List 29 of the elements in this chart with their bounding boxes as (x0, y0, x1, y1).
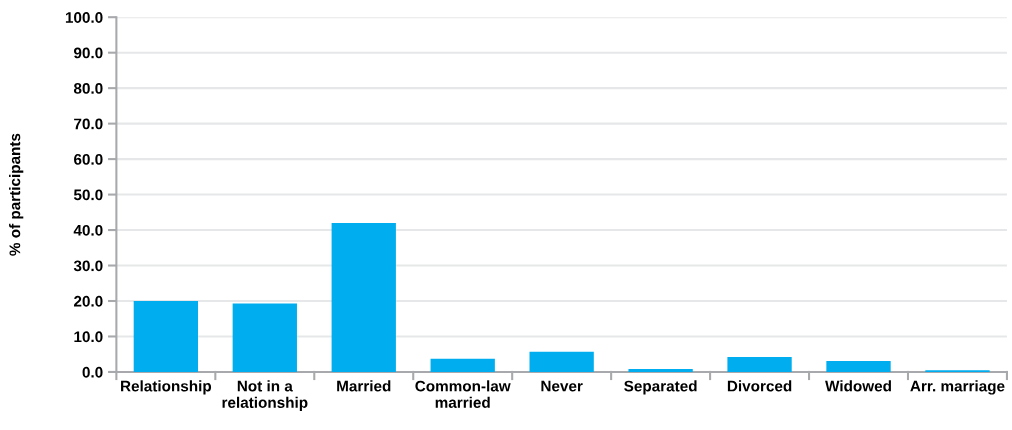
x-tick-label: Arr. marriage (910, 380, 1005, 395)
x-tick-label: Married (337, 380, 391, 392)
y-tick-label: 30.0 (73, 260, 103, 272)
bar (628, 369, 693, 372)
y-axis-title: % of participants (9, 133, 24, 256)
bar (826, 360, 891, 372)
bar (331, 222, 396, 372)
y-tick-label: 100.0 (65, 12, 103, 23)
bar (133, 301, 199, 372)
y-tick-label: 90.0 (73, 47, 103, 59)
x-tick-label: Relationship (121, 380, 212, 395)
bar (529, 351, 594, 372)
y-tick-label: 20.0 (73, 295, 103, 307)
y-tick-label: 0.0 (82, 366, 103, 378)
y-tick-label: 70.0 (74, 118, 103, 130)
bar (430, 358, 495, 372)
x-tick-label: Separated (624, 380, 697, 395)
bar (232, 303, 297, 372)
x-tick-label: Common-law married (415, 380, 511, 408)
bar (727, 357, 792, 372)
y-tick-label: 10.0 (74, 331, 103, 343)
x-tick-label: Widowed (825, 380, 891, 392)
y-tick-label: 60.0 (74, 153, 103, 165)
x-tick-label: Divorced (727, 380, 792, 392)
y-tick-label: 40.0 (73, 224, 103, 236)
y-tick-label: 80.0 (73, 83, 103, 94)
x-tick-label: Never (541, 380, 583, 392)
x-tick-label: Not in a relationship (222, 380, 308, 411)
y-tick-label: 50.0 (73, 189, 103, 201)
